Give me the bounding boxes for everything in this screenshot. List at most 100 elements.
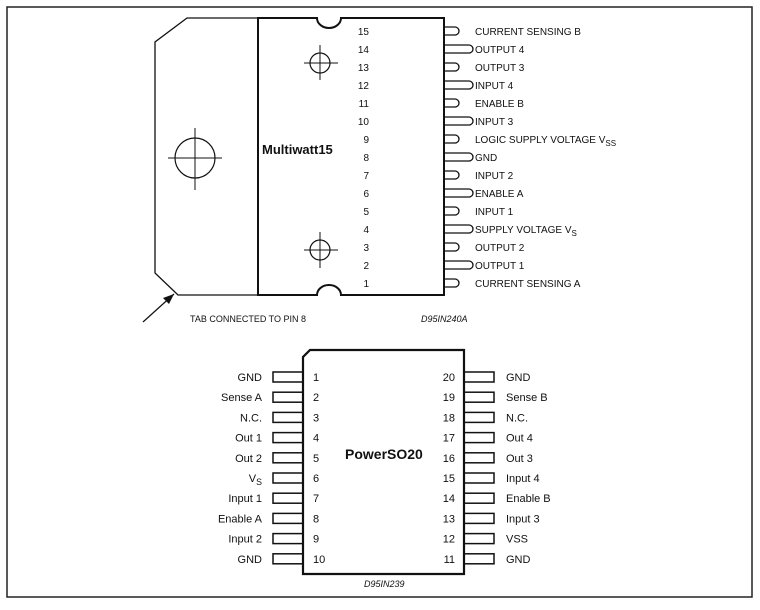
powerso-left-pin-group: 1 GND 2 Sense A 3 N.C. 4 Out 1 5 Out 2 6 VS 7 Input 1… xyxy=(218,371,325,566)
powerso-left-pin-number: 1 xyxy=(313,372,319,384)
multiwatt-pin-label: INPUT 3 xyxy=(475,117,514,128)
powerso-left-pin-lead xyxy=(272,472,304,484)
multiwatt-drawing-code: D95IN240A xyxy=(421,314,468,324)
powerso-left-pin: 3 N.C. xyxy=(240,411,319,424)
powerso-right-pin-lead xyxy=(463,472,495,484)
multiwatt-pin-number: 14 xyxy=(358,45,370,56)
powerso-left-pin-label: N.C. xyxy=(240,412,262,424)
powerso-right-pin-lead xyxy=(463,431,495,444)
powerso-right-pin: 16 Out 3 xyxy=(443,452,533,465)
powerso-right-pin: 20 GND xyxy=(443,371,531,384)
powerso-right-pin: 11 GND xyxy=(444,553,531,566)
multiwatt-pin-lead xyxy=(444,80,474,90)
outer-frame xyxy=(6,6,753,598)
powerso-right-pin-lead xyxy=(463,452,495,464)
powerso-right-pin-label: Out 4 xyxy=(506,433,533,445)
powerso-left-pin-label: Out 1 xyxy=(235,433,262,445)
multiwatt-pin-lead xyxy=(444,242,460,252)
powerso-right-pin: 15 Input 4 xyxy=(443,472,540,485)
powerso-right-pin-label: VSS xyxy=(506,534,528,546)
powerso-left-pin-lead xyxy=(272,532,304,545)
powerso-right-pin: 19 Sense B xyxy=(443,391,548,404)
powerso-right-pin-number: 17 xyxy=(443,433,455,445)
multiwatt-pin: 4 SUPPLY VOLTAGE VS xyxy=(363,224,577,238)
powerso-left-pin-label: VS xyxy=(249,473,262,487)
powerso-left-pin-lead xyxy=(272,553,304,565)
multiwatt-pin-lead xyxy=(444,116,474,126)
powerso-left-pin-number: 10 xyxy=(313,554,325,566)
powerso-left-pin-label: Input 2 xyxy=(228,534,262,546)
powerso-left-pin-label: Out 2 xyxy=(235,453,262,465)
multiwatt-pin-lead xyxy=(444,224,474,234)
multiwatt-pin-number: 6 xyxy=(363,189,369,200)
powerso-right-pin-group: 20 GND 19 Sense B 18 N.C. 17 Out 4 16 Out 3 15 Inpu… xyxy=(443,371,551,566)
multiwatt-pin-label: SUPPLY VOLTAGE VS xyxy=(475,225,577,238)
powerso-left-pin-number: 6 xyxy=(313,473,319,485)
multiwatt-pin-label: INPUT 4 xyxy=(475,81,514,92)
multiwatt-pin-number: 4 xyxy=(363,225,369,236)
multiwatt-package-name: Multiwatt15 xyxy=(262,142,333,157)
powerso-left-pin-lead xyxy=(272,512,304,525)
powerso-left-pin: 1 GND xyxy=(238,371,319,384)
multiwatt-pin: 10 INPUT 3 xyxy=(358,116,514,128)
powerso-left-pin-number: 4 xyxy=(313,433,319,445)
powerso-left-pin: 6 VS xyxy=(249,472,319,487)
multiwatt-pin-number: 13 xyxy=(358,63,370,74)
multiwatt-pin: 11 ENABLE B xyxy=(359,98,524,110)
powerso-left-pin-number: 5 xyxy=(313,453,319,465)
multiwatt-pin-lead xyxy=(444,206,460,216)
powerso-left-pin-label: GND xyxy=(238,372,263,384)
multiwatt-pin-lead xyxy=(444,44,474,54)
powerso-left-pin-lead xyxy=(272,431,304,444)
multiwatt-pin-lead xyxy=(444,260,474,270)
powerso-left-pin-lead xyxy=(272,391,304,403)
multiwatt-pin-number: 10 xyxy=(358,117,370,128)
multiwatt-pin-number: 2 xyxy=(363,261,369,272)
powerso-left-pin-label: GND xyxy=(238,554,263,566)
multiwatt-pin-number: 5 xyxy=(363,207,369,218)
powerso-right-pin-lead xyxy=(463,391,495,403)
multiwatt-pin: 1 CURRENT SENSING A xyxy=(363,278,581,290)
powerso-right-pin-number: 11 xyxy=(444,554,455,566)
powerso-right-pin-label: GND xyxy=(506,372,531,384)
powerso-right-pin-label: Enable B xyxy=(506,493,551,505)
powerso-right-pin-lead xyxy=(463,411,495,424)
powerso-right-pin-number: 13 xyxy=(443,513,455,525)
multiwatt-pin-label: GND xyxy=(475,153,497,164)
multiwatt-pin-lead xyxy=(444,170,460,180)
powerso-right-pin-lead xyxy=(463,371,495,383)
multiwatt-pin-lead xyxy=(444,26,460,36)
powerso-right-pin-label: N.C. xyxy=(506,412,528,424)
multiwatt-pin-label: CURRENT SENSING B xyxy=(475,27,581,38)
powerso-right-pin-number: 19 xyxy=(443,392,455,404)
multiwatt-pin: 7 INPUT 2 xyxy=(363,170,514,182)
powerso-left-pin: 7 Input 1 xyxy=(228,492,319,505)
multiwatt-pin-label: OUTPUT 2 xyxy=(475,243,525,254)
multiwatt-pin: 5 INPUT 1 xyxy=(363,206,514,218)
multiwatt-pin-label: OUTPUT 4 xyxy=(475,45,525,56)
powerso-right-pin-label: Out 3 xyxy=(506,453,533,465)
multiwatt-pin-lead xyxy=(444,278,460,288)
powerso-left-pin-lead xyxy=(272,411,304,424)
powerso-right-pin-number: 12 xyxy=(443,534,455,546)
powerso-right-pin-label: Sense B xyxy=(506,392,548,404)
multiwatt-pin-group: 15 CURRENT SENSING B14 OUTPUT 413 OUTPUT 31… xyxy=(358,26,616,290)
powerso-right-pin-number: 18 xyxy=(443,412,455,424)
multiwatt-pin: 13 OUTPUT 3 xyxy=(358,62,525,74)
multiwatt-pin: 2 OUTPUT 1 xyxy=(363,260,525,272)
multiwatt-pin: 14 OUTPUT 4 xyxy=(358,44,525,56)
powerso-left-pin: 2 Sense A xyxy=(221,391,319,404)
multiwatt-pin-lead xyxy=(444,98,460,108)
multiwatt-pin-label: OUTPUT 1 xyxy=(475,261,525,272)
powerso-left-pin: 9 Input 2 xyxy=(228,532,319,546)
powerso-left-pin-lead xyxy=(272,452,304,464)
powerso-right-pin-label: GND xyxy=(506,554,531,566)
powerso-right-pin-number: 14 xyxy=(443,493,455,505)
multiwatt-pin-label: LOGIC SUPPLY VOLTAGE VSS xyxy=(475,135,616,148)
powerso-left-pin-number: 7 xyxy=(313,493,319,505)
multiwatt-pin-number: 8 xyxy=(363,153,369,164)
powerso-right-pin-number: 16 xyxy=(443,453,455,465)
powerso-left-pin-label: Enable A xyxy=(218,513,263,525)
multiwatt-pin-number: 15 xyxy=(358,27,370,38)
